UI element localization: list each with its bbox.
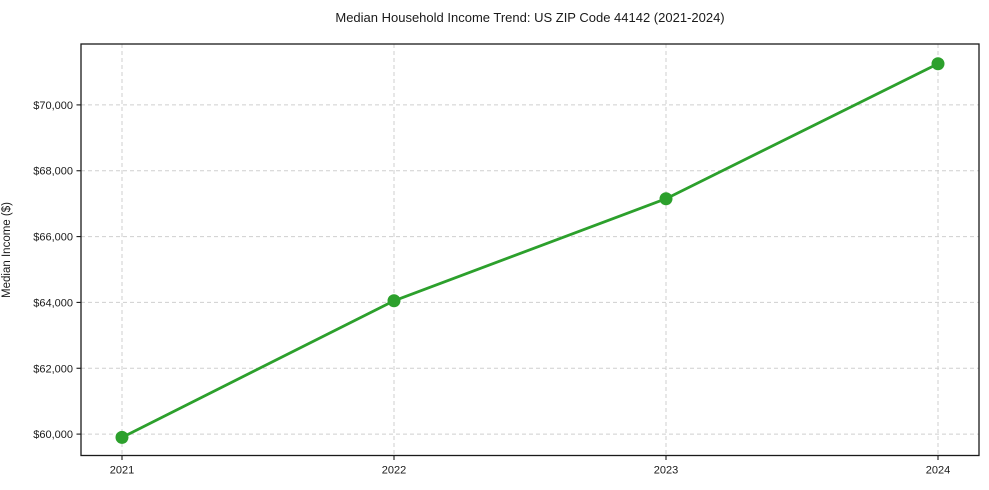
data-point-marker xyxy=(659,192,673,206)
x-tick-label: 2021 xyxy=(110,465,134,477)
y-tick-label: $66,000 xyxy=(33,232,73,244)
y-tick-label: $60,000 xyxy=(33,429,73,441)
y-tick-label: $64,000 xyxy=(33,297,73,309)
income-trend-line xyxy=(120,62,940,439)
x-tick-label: 2022 xyxy=(382,465,406,477)
x-tick-label: 2023 xyxy=(654,465,678,477)
x-tick-label: 2024 xyxy=(926,465,950,477)
plot-border xyxy=(80,43,980,457)
chart-title: Median Household Income Trend: US ZIP Co… xyxy=(335,10,725,25)
data-point-marker xyxy=(931,57,945,71)
y-tick-label: $70,000 xyxy=(33,100,73,112)
data-point-marker xyxy=(115,430,129,444)
y-tick-label: $68,000 xyxy=(33,166,73,178)
data-point-marker xyxy=(387,294,401,308)
y-tick-label: $62,000 xyxy=(33,363,73,375)
